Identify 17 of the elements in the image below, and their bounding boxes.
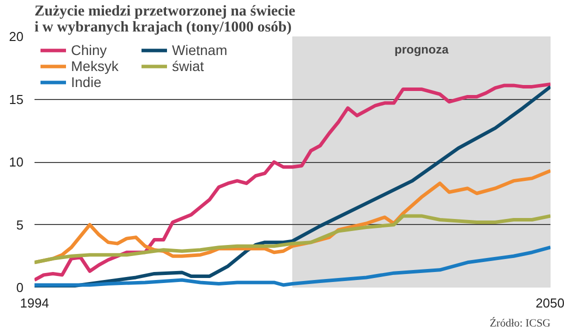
legend-label: Meksyk — [71, 58, 120, 74]
legend-label: świat — [172, 58, 205, 74]
line-series — [34, 214, 550, 264]
y-tick-label: 10 — [9, 154, 24, 170]
legend-label: Chiny — [71, 42, 108, 58]
legend-label: Wietnam — [172, 42, 228, 58]
y-tick-label: 15 — [9, 92, 24, 107]
chart-title: Zużycie miedzi przetworzonej na świecie i w wybranych krajach (tony/1000 osób) — [34, 4, 296, 36]
line-series — [34, 246, 550, 287]
x-tick-label: 1994 — [20, 296, 49, 310]
y-tick-label: 20 — [9, 29, 24, 44]
text: Źródło: ICSG — [490, 316, 551, 330]
band-label: prognoza — [394, 42, 449, 56]
x-tick-label: 2050 — [536, 296, 564, 310]
y-tick-label: 5 — [16, 217, 24, 232]
legend-label: Indie — [71, 74, 102, 90]
y-tick-label: 0 — [16, 280, 24, 295]
